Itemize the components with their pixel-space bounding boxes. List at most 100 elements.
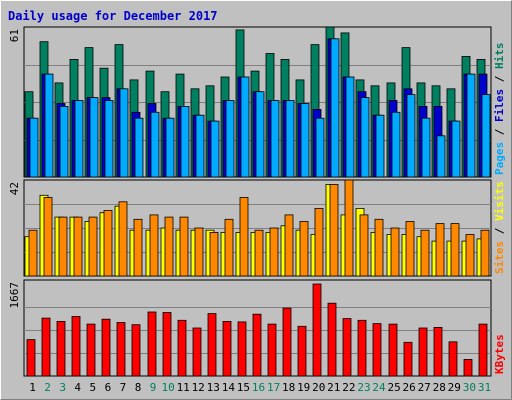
- legend-separator: /: [493, 122, 506, 142]
- bar-kbytes-day-9: [147, 311, 157, 377]
- bar-kbytes-day-6: [101, 318, 111, 377]
- bar-sites-day-7: [118, 201, 128, 277]
- bar-kbytes-day-7: [116, 322, 126, 377]
- bar-pages-day-1: [29, 117, 39, 178]
- bar-sites-day-18: [284, 214, 294, 277]
- bar-kbytes-day-28: [433, 326, 443, 377]
- bar-kbytes-day-26: [403, 341, 413, 377]
- bar-kbytes-day-5: [86, 323, 96, 377]
- panel-middle: 42 Sites / Visits: [8, 179, 506, 277]
- x-label-day-18: 18: [282, 381, 295, 394]
- bar-pages-day-15: [240, 76, 250, 178]
- bar-pages-day-9: [150, 111, 160, 178]
- legend-files: Files: [493, 89, 506, 122]
- bar-kbytes-day-3: [56, 320, 66, 377]
- bar-sites-day-13: [209, 231, 219, 277]
- bar-pages-day-24: [375, 114, 385, 178]
- bar-kbytes-day-13: [207, 313, 217, 377]
- legend-separator: /: [493, 69, 506, 89]
- x-label-day-10: 10: [161, 381, 174, 394]
- legend-sites: Sites: [493, 241, 506, 274]
- bar-kbytes-day-15: [237, 321, 247, 377]
- x-label-day-15: 15: [237, 381, 250, 394]
- bar-sites-day-16: [254, 229, 264, 277]
- x-label-day-9: 9: [150, 381, 157, 394]
- bar-sites-day-30: [465, 234, 475, 277]
- bar-pages-day-2: [44, 73, 54, 178]
- bar-pages-day-16: [255, 91, 265, 178]
- x-label-day-3: 3: [59, 381, 66, 394]
- bar-pages-day-5: [89, 97, 99, 178]
- x-label-day-12: 12: [192, 381, 205, 394]
- bar-kbytes-day-17: [267, 323, 277, 377]
- bar-sites-day-22: [344, 179, 354, 277]
- legend-pages: Pages: [493, 142, 506, 175]
- panel-bottom-ymax-label: 1667: [8, 282, 21, 309]
- bar-kbytes-day-27: [418, 327, 428, 377]
- x-label-day-24: 24: [372, 381, 386, 394]
- bar-kbytes-day-20: [312, 283, 322, 377]
- x-label-day-31: 31: [478, 381, 491, 394]
- bar-pages-day-17: [270, 100, 280, 178]
- bar-sites-day-4: [73, 216, 83, 277]
- x-label-day-11: 11: [177, 381, 190, 394]
- bar-pages-day-13: [210, 120, 220, 178]
- bar-sites-day-15: [239, 197, 249, 277]
- bar-sites-day-21: [329, 183, 339, 277]
- bar-pages-day-22: [345, 76, 355, 178]
- x-label-day-4: 4: [74, 381, 81, 394]
- x-label-day-25: 25: [387, 381, 400, 394]
- x-label-day-14: 14: [222, 381, 236, 394]
- x-label-day-28: 28: [433, 381, 446, 394]
- chart-title: Daily usage for December 2017: [8, 9, 218, 23]
- bar-sites-day-20: [314, 207, 324, 277]
- x-label-day-16: 16: [252, 381, 265, 394]
- bar-sites-day-23: [359, 214, 369, 277]
- x-label-day-21: 21: [327, 381, 340, 394]
- bar-sites-day-19: [299, 221, 309, 277]
- bar-pages-day-7: [119, 88, 129, 178]
- bar-pages-day-20: [315, 117, 325, 178]
- legend-hits: Hits: [493, 43, 506, 70]
- bar-sites-day-6: [103, 210, 113, 277]
- bar-kbytes-day-18: [282, 307, 292, 377]
- x-label-day-7: 7: [120, 381, 127, 394]
- bar-pages-day-26: [406, 94, 416, 178]
- panel-bottom-legend: KBytes: [493, 334, 506, 374]
- x-label-day-20: 20: [312, 381, 325, 394]
- bar-kbytes-day-8: [131, 324, 141, 377]
- x-label-day-2: 2: [44, 381, 51, 394]
- bar-pages-day-4: [74, 100, 84, 178]
- bar-sites-day-25: [390, 227, 400, 277]
- bar-pages-day-27: [421, 117, 431, 178]
- bar-pages-day-30: [466, 73, 476, 178]
- bar-sites-day-28: [435, 223, 445, 277]
- x-label-day-19: 19: [297, 381, 310, 394]
- legend-separator: /: [493, 221, 506, 241]
- x-label-day-27: 27: [418, 381, 431, 394]
- bar-pages-day-6: [104, 100, 114, 178]
- legend-visits: Visits: [493, 181, 506, 221]
- bar-sites-day-8: [133, 218, 143, 277]
- bar-pages-day-19: [300, 103, 310, 178]
- bar-pages-day-29: [451, 120, 461, 178]
- bar-kbytes-day-25: [388, 323, 398, 377]
- bar-sites-day-5: [88, 216, 98, 277]
- bar-sites-day-12: [194, 227, 204, 277]
- bar-pages-day-11: [180, 106, 190, 178]
- bar-kbytes-day-14: [222, 320, 232, 377]
- bar-pages-day-14: [225, 100, 235, 178]
- x-label-day-17: 17: [267, 381, 280, 394]
- bar-kbytes-day-11: [177, 319, 187, 377]
- bar-kbytes-day-2: [41, 317, 51, 377]
- bar-sites-day-27: [420, 229, 430, 277]
- legend-kbytes: KBytes: [493, 334, 506, 374]
- bar-pages-day-21: [330, 38, 340, 178]
- bar-sites-day-11: [179, 216, 189, 277]
- bar-sites-day-26: [405, 221, 415, 277]
- bar-kbytes-day-30: [463, 358, 473, 377]
- x-label-day-26: 26: [402, 381, 415, 394]
- bar-kbytes-day-31: [478, 323, 488, 377]
- panel-top-ymax-label: 61: [8, 29, 21, 42]
